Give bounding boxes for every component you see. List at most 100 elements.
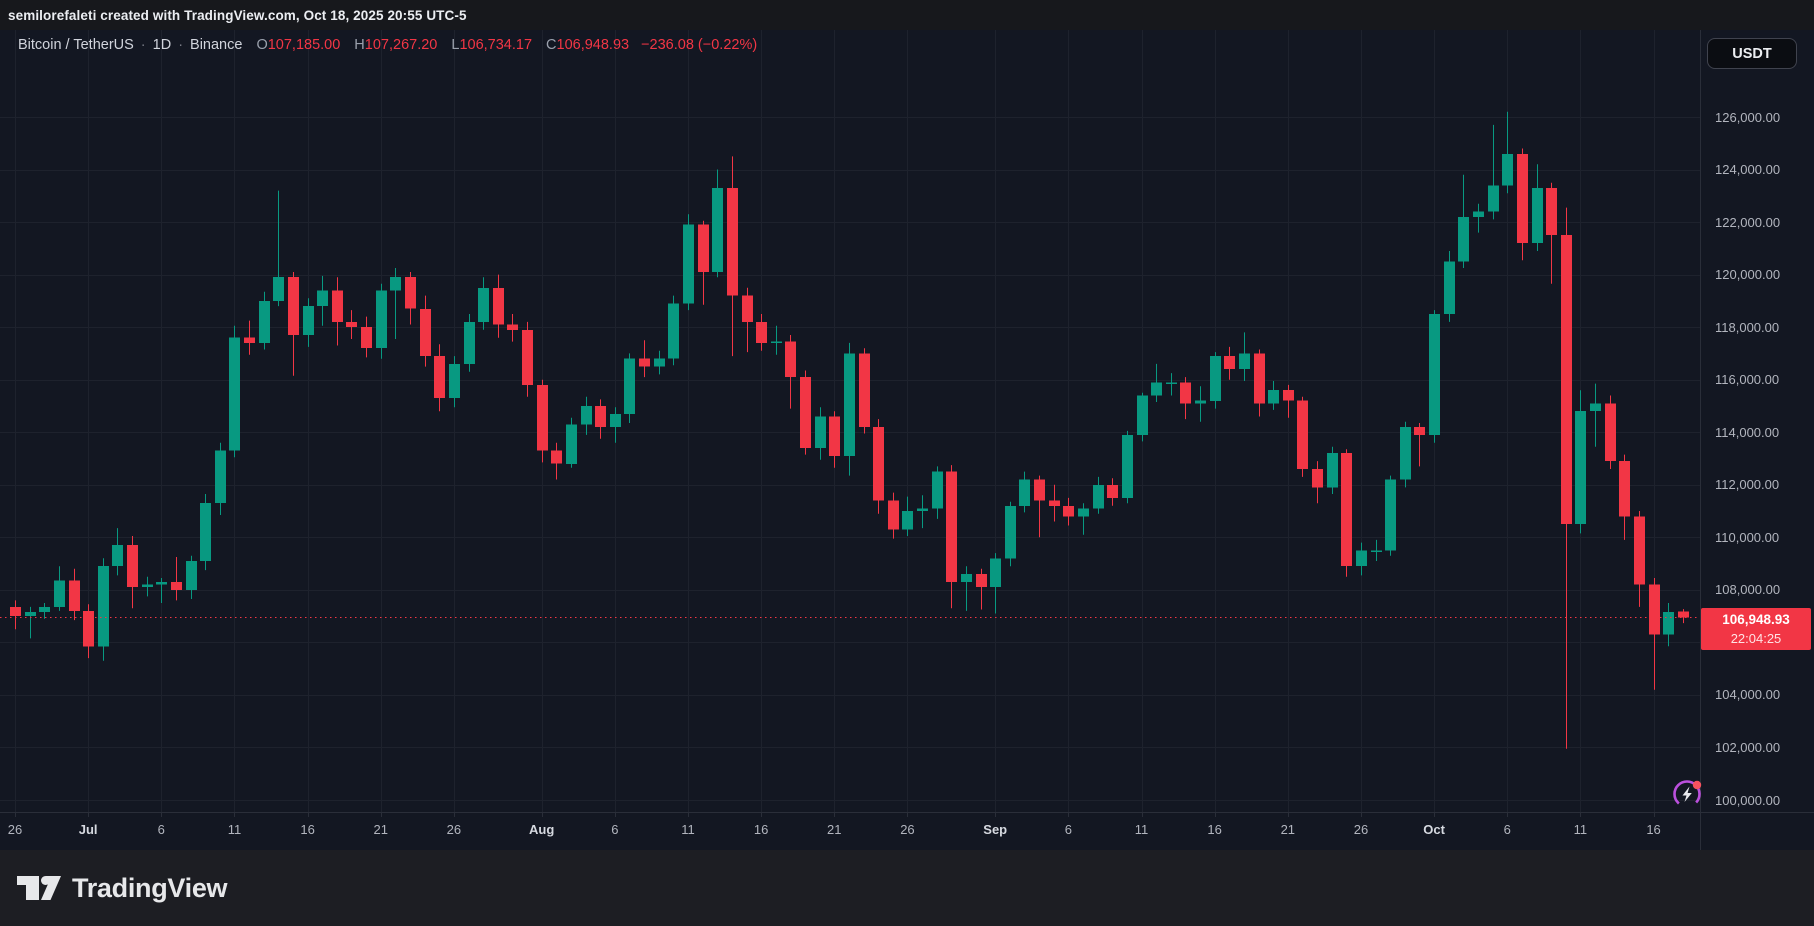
candle[interactable]	[1297, 396, 1308, 477]
candle[interactable]	[815, 407, 826, 460]
price-axis[interactable]: 100,000.00102,000.00104,000.00106,000.00…	[1700, 30, 1814, 850]
candle[interactable]	[493, 274, 504, 338]
candle[interactable]	[1107, 478, 1118, 506]
candle[interactable]	[434, 344, 445, 412]
candle[interactable]	[39, 603, 50, 619]
candle[interactable]	[346, 310, 357, 339]
candle[interactable]	[1575, 390, 1586, 534]
candle[interactable]	[756, 314, 767, 351]
candle[interactable]	[727, 156, 738, 357]
candle[interactable]	[581, 396, 592, 435]
candle[interactable]	[1663, 603, 1674, 647]
candle[interactable]	[1122, 430, 1133, 504]
symbol-legend[interactable]: Bitcoin / TetherUS · 1D · Binance O107,185.00…	[18, 37, 757, 53]
candle[interactable]	[1019, 471, 1030, 513]
candle[interactable]	[288, 272, 299, 376]
candle[interactable]	[317, 275, 328, 326]
candle[interactable]	[1678, 609, 1689, 624]
candle[interactable]	[624, 353, 635, 423]
candle[interactable]	[698, 220, 709, 305]
candle[interactable]	[332, 277, 343, 346]
symbol-title[interactable]: Bitcoin / TetherUS	[18, 37, 134, 53]
candle[interactable]	[1385, 475, 1396, 556]
candle[interactable]	[1093, 476, 1104, 514]
candle[interactable]	[522, 321, 533, 397]
candle[interactable]	[976, 568, 987, 610]
candle[interactable]	[771, 325, 782, 355]
candle[interactable]	[273, 190, 284, 307]
candle[interactable]	[873, 419, 884, 514]
currency-toggle-button[interactable]: USDT	[1707, 38, 1797, 69]
candle[interactable]	[1210, 352, 1221, 409]
candle[interactable]	[390, 268, 401, 339]
candle[interactable]	[1327, 446, 1338, 494]
candle[interactable]	[420, 295, 431, 367]
candle[interactable]	[1195, 386, 1206, 422]
candle[interactable]	[961, 566, 972, 611]
candle[interactable]	[464, 314, 475, 372]
candle[interactable]	[1634, 511, 1645, 607]
instant-order-button[interactable]	[1671, 777, 1705, 811]
candle[interactable]	[1532, 164, 1543, 251]
candle[interactable]	[405, 272, 416, 325]
candle[interactable]	[156, 578, 167, 603]
candle[interactable]	[478, 277, 489, 330]
candle[interactable]	[551, 442, 562, 480]
candle[interactable]	[142, 576, 153, 597]
candle[interactable]	[1049, 484, 1060, 522]
exchange-label[interactable]: Binance	[190, 37, 243, 53]
candle[interactable]	[186, 555, 197, 599]
candle[interactable]	[1619, 454, 1630, 540]
candle[interactable]	[946, 465, 957, 609]
candle[interactable]	[1166, 373, 1177, 396]
candle[interactable]	[229, 325, 240, 458]
candle[interactable]	[1517, 148, 1528, 261]
candle[interactable]	[244, 320, 255, 355]
tradingview-wordmark[interactable]: TradingView	[72, 872, 228, 903]
candle[interactable]	[610, 407, 621, 443]
candle[interactable]	[668, 295, 679, 366]
candle[interactable]	[215, 442, 226, 515]
candle[interactable]	[1312, 461, 1323, 504]
candle[interactable]	[1180, 377, 1191, 420]
candle[interactable]	[1254, 349, 1265, 417]
candle[interactable]	[1649, 578, 1660, 690]
candle[interactable]	[1561, 207, 1572, 749]
candle[interactable]	[1444, 251, 1455, 322]
candle[interactable]	[1341, 449, 1352, 577]
candle[interactable]	[112, 528, 123, 576]
candle[interactable]	[69, 568, 80, 621]
candle[interactable]	[25, 606, 36, 639]
candle[interactable]	[1371, 539, 1382, 561]
candle[interactable]	[785, 335, 796, 409]
candle[interactable]	[844, 342, 855, 476]
candle[interactable]	[1078, 503, 1089, 535]
candle[interactable]	[1356, 542, 1367, 576]
candle[interactable]	[537, 379, 548, 463]
candle[interactable]	[1034, 475, 1045, 538]
candle[interactable]	[902, 496, 913, 536]
candle[interactable]	[361, 316, 372, 358]
candlestick-chart[interactable]	[0, 30, 1700, 812]
candle[interactable]	[566, 417, 577, 468]
candle[interactable]	[98, 558, 109, 661]
candle[interactable]	[990, 553, 1001, 614]
candle[interactable]	[10, 600, 21, 630]
time-axis[interactable]: 26 Jul 6 11 16 21 26 Aug 6 11 16 21 26 Sep 6 11 16 21 26 Oc…	[0, 812, 1814, 850]
candle[interactable]	[1224, 346, 1235, 380]
candle[interactable]	[639, 340, 650, 378]
candle[interactable]	[507, 314, 518, 342]
candle[interactable]	[1268, 381, 1279, 410]
candle[interactable]	[83, 604, 94, 659]
candle[interactable]	[1488, 124, 1499, 220]
candle[interactable]	[303, 298, 314, 347]
candle[interactable]	[932, 466, 943, 519]
candle[interactable]	[200, 494, 211, 571]
candle[interactable]	[683, 214, 694, 311]
candle[interactable]	[1239, 332, 1250, 381]
candle[interactable]	[54, 566, 65, 611]
candle[interactable]	[859, 348, 870, 434]
candle[interactable]	[376, 283, 387, 359]
candle[interactable]	[1400, 421, 1411, 488]
candle[interactable]	[829, 411, 840, 468]
